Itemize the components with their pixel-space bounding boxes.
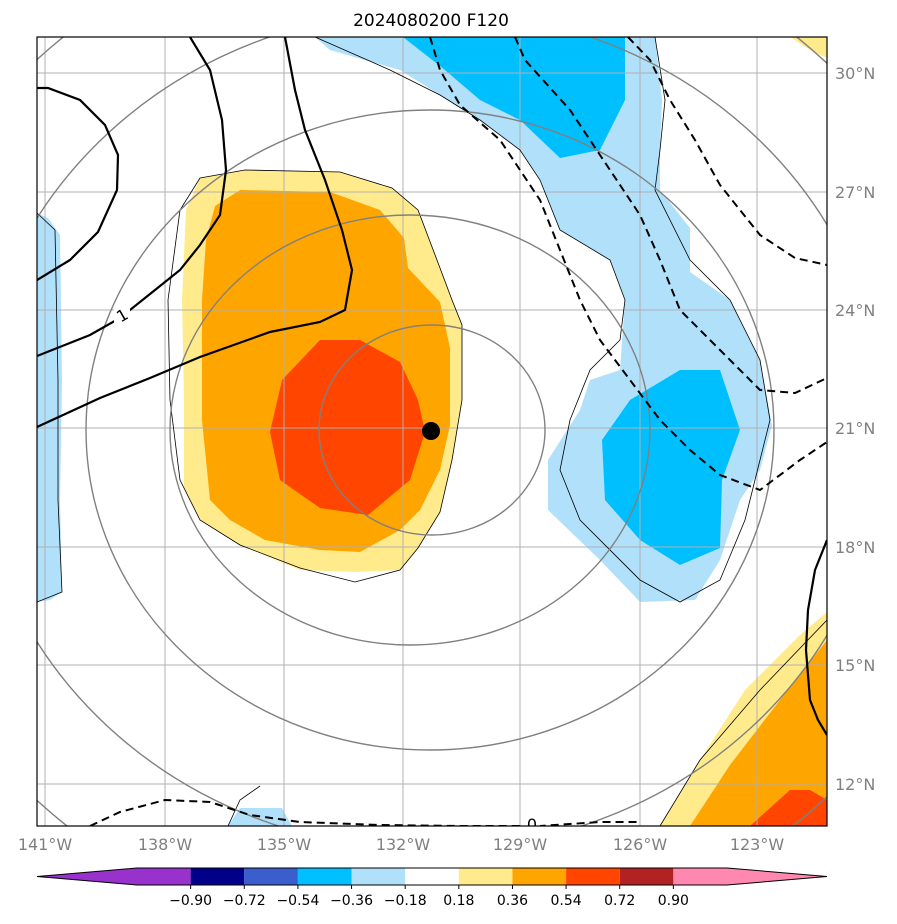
lon-tick: 123°W xyxy=(730,835,785,854)
colorbar-tick-label: 0.54 xyxy=(551,893,582,909)
colorbar: −0.90 −0.72 −0.54 −0.36 −0.18 0.18 0.36 0.54 0.7… xyxy=(36,867,828,909)
lat-tick: 21°N xyxy=(835,419,875,438)
lon-tick: 135°W xyxy=(257,835,312,854)
lon-tick: 141°W xyxy=(18,835,73,854)
lon-tick-labels: 141°W 138°W 135°W 132°W 129°W 126°W 123°… xyxy=(18,835,785,854)
colorbar-tick-label: −0.72 xyxy=(223,893,266,909)
colorbar-extend-min xyxy=(37,868,137,885)
colorbar-segment xyxy=(512,868,567,885)
lon-tick: 138°W xyxy=(138,835,193,854)
colorbar-segment xyxy=(137,868,191,885)
colorbar-segment xyxy=(673,868,727,885)
lon-tick: 129°W xyxy=(493,835,548,854)
colorbar-tick-label: 0.18 xyxy=(443,893,474,909)
lat-tick: 12°N xyxy=(835,775,875,794)
colorbar-tick-label: 0.36 xyxy=(497,893,528,909)
colorbar-segment xyxy=(619,868,674,885)
lat-tick: 30°N xyxy=(835,64,875,83)
positive-anomaly-se-mid xyxy=(690,640,827,826)
colorbar-tick-label: 0.90 xyxy=(658,893,689,909)
contour-label-0: 0 xyxy=(527,815,537,834)
lat-tick: 15°N xyxy=(835,656,875,675)
colorbar-segment xyxy=(190,868,245,885)
dashed-contours xyxy=(89,37,827,826)
colorbar-tick-label: −0.36 xyxy=(330,893,373,909)
colorbar-tick-label: 0.72 xyxy=(604,893,635,909)
lat-tick: 27°N xyxy=(835,183,875,202)
map-frame xyxy=(36,36,828,827)
colorbar-tick-label: −0.54 xyxy=(276,893,319,909)
colorbar-segment xyxy=(458,868,513,885)
colorbar-segment xyxy=(297,868,352,885)
negative-anomaly-east-mid xyxy=(602,370,740,565)
lat-tick-labels: 30°N 27°N 24°N 21°N 18°N 15°N 12°N xyxy=(835,64,875,794)
negative-anomaly-band-mid xyxy=(403,37,625,158)
storm-center-marker xyxy=(422,422,440,440)
lat-tick: 24°N xyxy=(835,301,875,320)
colorbar-outline xyxy=(36,867,828,886)
thin-contours xyxy=(37,37,827,826)
lat-tick: 18°N xyxy=(835,538,875,557)
solid-contours xyxy=(37,37,827,736)
map-title: 2024080200 F120 xyxy=(353,11,509,31)
colorbar-segment xyxy=(566,868,620,885)
colorbar-segment xyxy=(405,868,459,885)
colorbar-segment xyxy=(244,868,298,885)
colorbar-tick-label: −0.90 xyxy=(169,893,212,909)
lon-tick: 132°W xyxy=(376,835,431,854)
positive-anomaly-se-strong xyxy=(750,790,827,826)
colorbar-extend-max xyxy=(727,868,827,885)
lon-tick: 126°W xyxy=(613,835,668,854)
colorbar-segment xyxy=(351,868,406,885)
colorbar-tick-label: −0.18 xyxy=(384,893,427,909)
